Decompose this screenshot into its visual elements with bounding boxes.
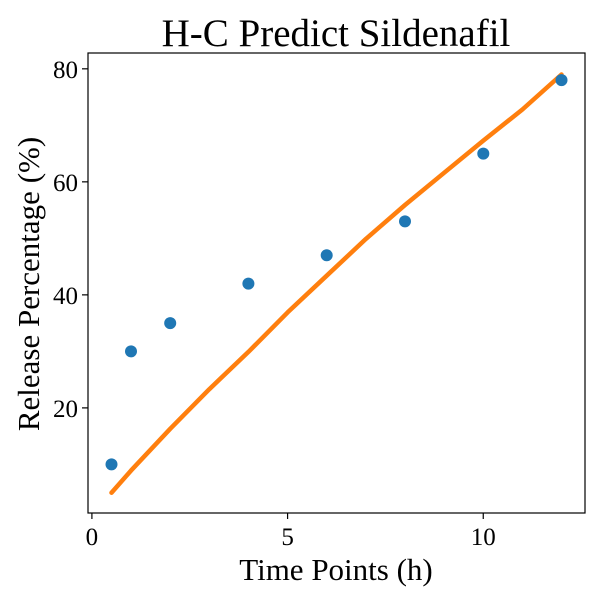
x-tick-label: 0 xyxy=(86,524,99,551)
x-axis-ticks: 0 5 10 xyxy=(86,513,496,551)
fit-line-layer xyxy=(109,72,564,495)
chart-title: H-C Predict Sildenafil xyxy=(162,12,511,55)
y-axis-ticks: 20 40 60 80 xyxy=(53,57,88,423)
y-tick-label: 60 xyxy=(53,170,78,197)
y-tick-label: 40 xyxy=(53,283,78,310)
data-point xyxy=(477,147,490,160)
x-tick-label: 10 xyxy=(471,524,496,551)
data-points-layer xyxy=(105,74,568,471)
plot-area-border xyxy=(87,52,586,514)
data-point xyxy=(105,458,118,471)
plot-frame xyxy=(87,52,586,514)
fit-line xyxy=(109,72,564,495)
data-point xyxy=(164,317,177,330)
x-axis-label: Time Points (h) xyxy=(239,552,433,587)
x-tick-label: 5 xyxy=(281,524,294,551)
data-point xyxy=(555,74,568,87)
y-tick-label: 80 xyxy=(53,57,78,84)
data-point xyxy=(242,277,255,290)
y-tick-label: 20 xyxy=(53,396,78,423)
data-point xyxy=(125,345,137,358)
data-point xyxy=(320,249,333,262)
data-point xyxy=(399,215,411,228)
y-axis-label: Release Percentage (%) xyxy=(11,137,46,431)
